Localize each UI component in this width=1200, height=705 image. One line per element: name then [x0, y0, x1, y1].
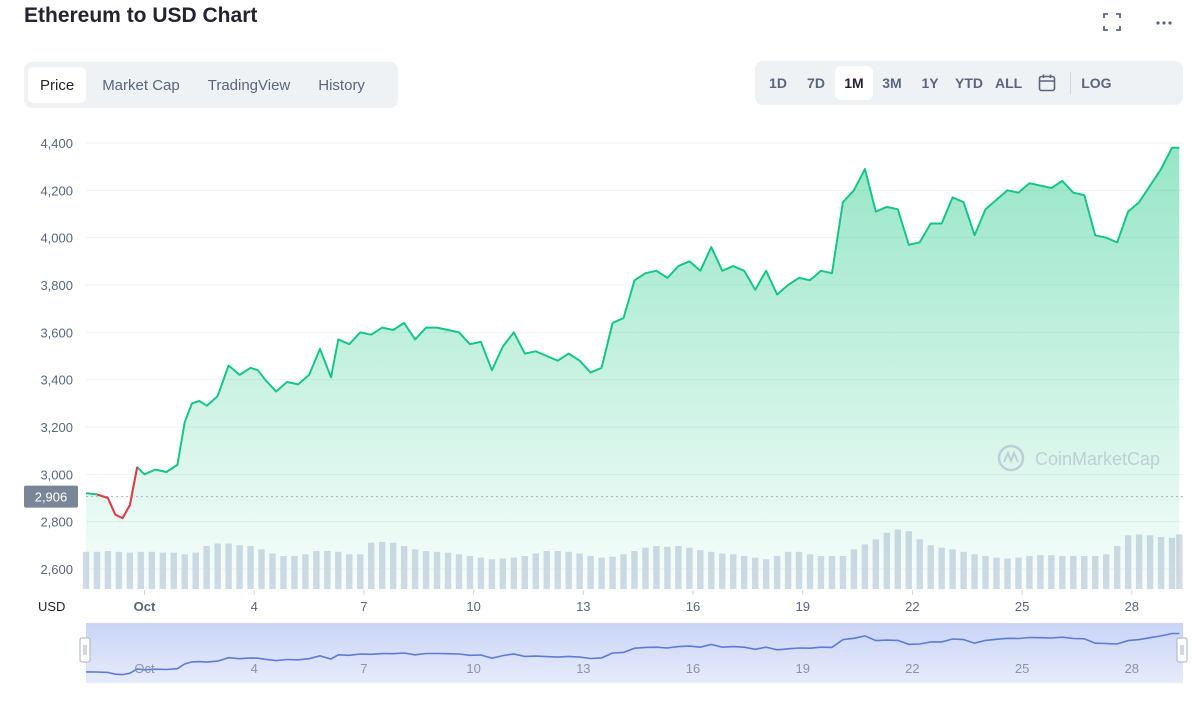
y-tick-label: 3,800 [40, 278, 73, 293]
y-tick-label: 3,000 [40, 467, 73, 482]
x-tick-label: 10 [466, 599, 480, 614]
price-area [86, 147, 1180, 590]
volume-bar [1176, 534, 1183, 589]
x-tick-label: 7 [360, 599, 367, 614]
navigator-tick-label: 10 [466, 661, 480, 676]
y-tick-label: 3,600 [40, 325, 73, 340]
watermark-logo-mark [1003, 450, 1019, 464]
log-scale-toggle[interactable]: LOG [1081, 75, 1112, 91]
range-divider [1070, 72, 1072, 94]
y-tick-label: 2,600 [40, 562, 73, 577]
navigator-tick-label: 16 [686, 661, 700, 676]
navigator-tick-label: 19 [795, 661, 809, 676]
tab-tradingview[interactable]: TradingView [207, 76, 291, 94]
reference-price-label: 2,906 [35, 490, 68, 505]
x-tick-label: Oct [134, 599, 156, 614]
tab-history[interactable]: History [318, 76, 365, 94]
x-tick-label: 25 [1015, 599, 1029, 614]
time-range-selector: 1D 7D 1M 3M 1Y YTD ALL LOG [755, 61, 1183, 105]
y-tick-label: 3,200 [40, 420, 73, 435]
tab-price[interactable]: Price [28, 67, 87, 103]
reference-price-badge [24, 485, 78, 508]
range-ytd[interactable]: YTD [955, 75, 983, 91]
more-icon[interactable] [1152, 10, 1176, 34]
watermark-text: CoinMarketCap [1035, 449, 1160, 469]
range-1d[interactable]: 1D [769, 75, 787, 91]
navigator-handle-right[interactable] [1176, 637, 1188, 663]
navigator-tick-label: 28 [1125, 661, 1139, 676]
chart-type-tabs: Price Market Cap TradingView History [24, 62, 398, 108]
navigator-background [86, 623, 1183, 683]
x-tick-label: 4 [251, 599, 258, 614]
navigator-handle-left[interactable] [79, 637, 91, 663]
navigator-tick-label: 4 [251, 661, 258, 676]
y-axis-unit-label: USD [38, 599, 65, 614]
range-1m[interactable]: 1M [835, 66, 873, 100]
range-7d[interactable]: 7D [807, 75, 825, 91]
price-line [85, 146, 1180, 520]
range-3m[interactable]: 3M [882, 75, 902, 91]
range-1y[interactable]: 1Y [921, 75, 939, 91]
navigator-tick-label: Oct [134, 661, 155, 676]
page-title: Ethereum to USD Chart [24, 4, 258, 27]
y-tick-label: 3,400 [40, 373, 73, 388]
y-tick-label: 4,200 [40, 183, 73, 198]
tab-market-cap[interactable]: Market Cap [102, 76, 180, 94]
calendar-icon[interactable] [1028, 66, 1066, 100]
x-tick-label: 19 [795, 599, 809, 614]
y-tick-label: 4,400 [40, 136, 73, 151]
x-tick-label: 13 [576, 599, 590, 614]
y-tick-label: 2,800 [40, 515, 73, 530]
navigator-tick-label: 7 [360, 661, 367, 676]
navigator-tick-label: 13 [576, 661, 590, 676]
header-actions [1100, 10, 1176, 34]
fullscreen-icon[interactable] [1100, 10, 1124, 34]
navigator-tick-label: 22 [905, 661, 919, 676]
x-tick-label: 28 [1125, 599, 1139, 614]
navigator-line [85, 632, 1180, 676]
x-tick-label: 16 [686, 599, 700, 614]
watermark-logo-icon [997, 444, 1025, 472]
navigator-tick-label: 25 [1015, 661, 1029, 676]
y-tick-label: 4,000 [40, 231, 73, 246]
x-tick-label: 22 [905, 599, 919, 614]
price-line-below [96, 467, 139, 520]
range-all[interactable]: ALL [995, 75, 1023, 91]
watermark: CoinMarketCap [997, 444, 1160, 472]
